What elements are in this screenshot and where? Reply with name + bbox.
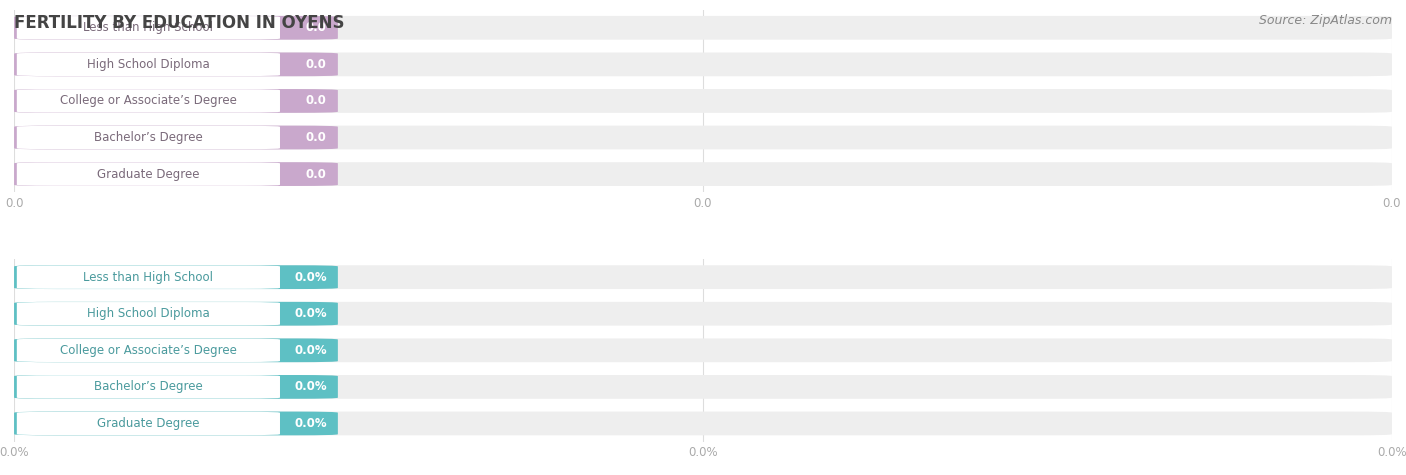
- Text: Less than High School: Less than High School: [83, 21, 214, 34]
- Text: Graduate Degree: Graduate Degree: [97, 417, 200, 430]
- FancyBboxPatch shape: [14, 375, 1392, 399]
- Text: High School Diploma: High School Diploma: [87, 307, 209, 320]
- FancyBboxPatch shape: [14, 89, 1392, 113]
- FancyBboxPatch shape: [14, 338, 1392, 362]
- FancyBboxPatch shape: [14, 52, 1392, 76]
- FancyBboxPatch shape: [17, 375, 280, 399]
- FancyBboxPatch shape: [17, 302, 280, 325]
- Text: College or Associate’s Degree: College or Associate’s Degree: [60, 344, 236, 357]
- Text: 0.0: 0.0: [307, 168, 326, 180]
- FancyBboxPatch shape: [17, 89, 280, 113]
- Text: Source: ZipAtlas.com: Source: ZipAtlas.com: [1258, 14, 1392, 27]
- FancyBboxPatch shape: [17, 412, 280, 435]
- Text: 0.0: 0.0: [307, 131, 326, 144]
- Text: Bachelor’s Degree: Bachelor’s Degree: [94, 131, 202, 144]
- FancyBboxPatch shape: [14, 265, 1392, 289]
- FancyBboxPatch shape: [14, 52, 337, 76]
- Text: FERTILITY BY EDUCATION IN OYENS: FERTILITY BY EDUCATION IN OYENS: [14, 14, 344, 32]
- Text: Graduate Degree: Graduate Degree: [97, 168, 200, 180]
- Text: 0.0%: 0.0%: [294, 380, 326, 393]
- Text: College or Associate’s Degree: College or Associate’s Degree: [60, 95, 236, 107]
- FancyBboxPatch shape: [17, 339, 280, 362]
- Text: 0.0%: 0.0%: [294, 271, 326, 284]
- FancyBboxPatch shape: [14, 302, 1392, 326]
- FancyBboxPatch shape: [14, 411, 337, 436]
- FancyBboxPatch shape: [17, 126, 280, 149]
- Text: Less than High School: Less than High School: [83, 271, 214, 284]
- Text: 0.0: 0.0: [307, 21, 326, 34]
- FancyBboxPatch shape: [14, 89, 337, 113]
- FancyBboxPatch shape: [14, 302, 337, 326]
- Text: 0.0: 0.0: [307, 58, 326, 71]
- Text: 0.0%: 0.0%: [294, 307, 326, 320]
- Text: 0.0: 0.0: [307, 95, 326, 107]
- FancyBboxPatch shape: [14, 125, 337, 150]
- FancyBboxPatch shape: [17, 162, 280, 186]
- FancyBboxPatch shape: [14, 162, 1392, 186]
- Text: Bachelor’s Degree: Bachelor’s Degree: [94, 380, 202, 393]
- FancyBboxPatch shape: [17, 53, 280, 76]
- Text: 0.0%: 0.0%: [294, 344, 326, 357]
- FancyBboxPatch shape: [17, 266, 280, 289]
- Text: High School Diploma: High School Diploma: [87, 58, 209, 71]
- FancyBboxPatch shape: [17, 16, 280, 39]
- FancyBboxPatch shape: [14, 375, 337, 399]
- FancyBboxPatch shape: [14, 338, 337, 362]
- FancyBboxPatch shape: [14, 265, 337, 289]
- FancyBboxPatch shape: [14, 125, 1392, 150]
- FancyBboxPatch shape: [14, 16, 1392, 40]
- Text: 0.0%: 0.0%: [294, 417, 326, 430]
- FancyBboxPatch shape: [14, 411, 1392, 436]
- FancyBboxPatch shape: [14, 162, 337, 186]
- FancyBboxPatch shape: [14, 16, 337, 40]
